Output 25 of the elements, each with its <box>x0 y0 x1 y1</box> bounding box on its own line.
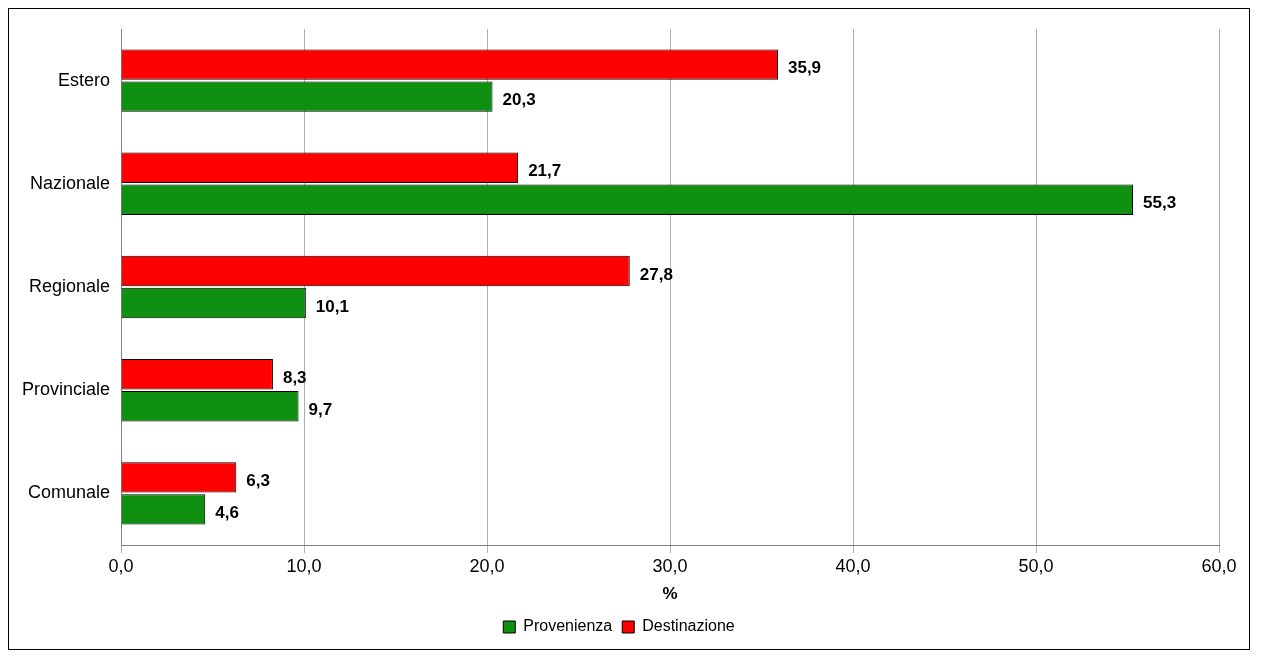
data-label: 20,3 <box>502 90 536 110</box>
legend-label: Destinazione <box>642 617 735 635</box>
y-tick-label: Comunale <box>27 482 111 503</box>
x-axis-title: % <box>662 584 678 604</box>
y-tick-label: Nazionale <box>29 172 111 193</box>
data-label: 10,1 <box>315 296 349 316</box>
y-tick-label: Estero <box>58 69 111 90</box>
x-tick-label: 40,0 <box>835 555 871 576</box>
data-label: 8,3 <box>282 367 307 387</box>
data-label: 9,7 <box>308 399 333 419</box>
data-label: 21,7 <box>528 161 562 181</box>
x-tick-label: 50,0 <box>1018 555 1054 576</box>
x-tick-label: 10,0 <box>286 555 322 576</box>
data-label: 4,6 <box>215 503 239 523</box>
x-tick-label: 60,0 <box>1201 555 1237 576</box>
data-label: 35,9 <box>787 58 822 78</box>
y-tick-label: Provinciale <box>21 379 111 400</box>
data-label: 55,3 <box>1142 193 1177 213</box>
x-tick-label: 0,0 <box>108 555 134 576</box>
x-tick-label: 20,0 <box>469 555 505 576</box>
data-label: 6,3 <box>246 471 270 491</box>
y-tick-label: Regionale <box>28 275 111 296</box>
data-label: 27,8 <box>639 264 673 284</box>
x-tick-label: 30,0 <box>652 555 688 576</box>
legend-label: Provenienza <box>523 617 613 635</box>
